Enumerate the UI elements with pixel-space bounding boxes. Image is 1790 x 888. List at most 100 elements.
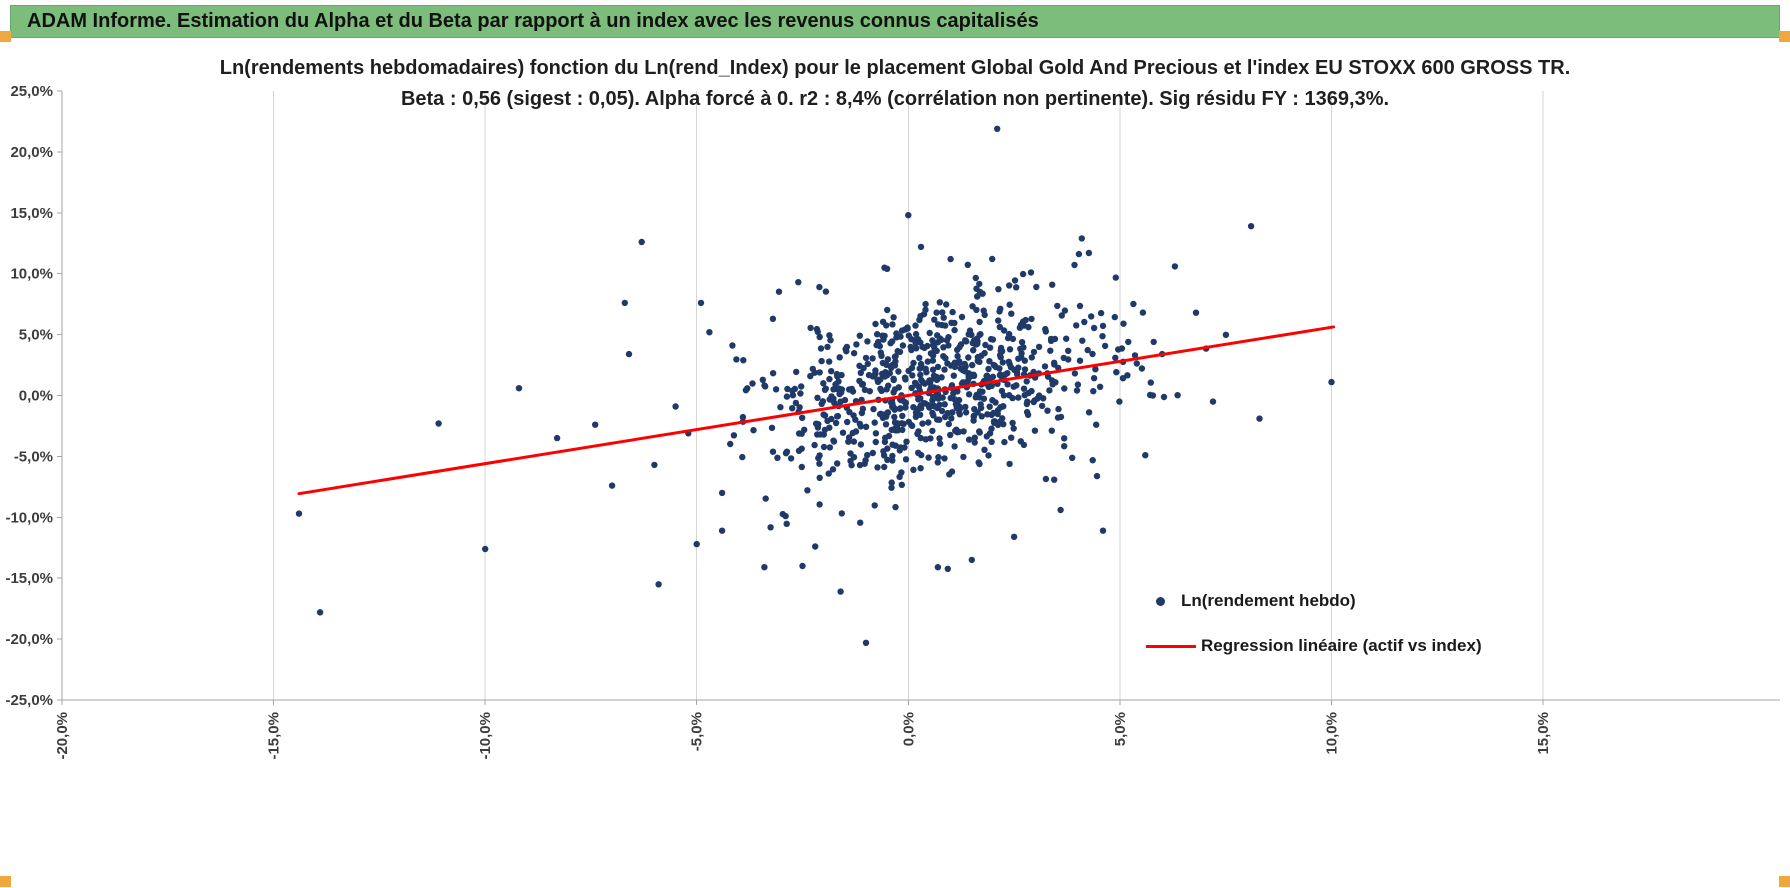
scatter-point bbox=[994, 410, 1001, 418]
report-header-banner: ADAM Informe. Estimation du Alpha et du … bbox=[10, 5, 1780, 38]
scatter-point bbox=[989, 255, 996, 263]
selection-handle-bottom-right[interactable] bbox=[1779, 876, 1790, 887]
scatter-point bbox=[951, 359, 959, 366]
scatter-point bbox=[1006, 392, 1013, 399]
scatter-point bbox=[767, 524, 774, 531]
scatter-point bbox=[1119, 375, 1127, 382]
chart-title-line-1: Ln(rendements hebdomadaires) fonction du… bbox=[219, 57, 1571, 79]
scatter-point bbox=[905, 332, 912, 339]
scatter-point bbox=[836, 354, 843, 361]
selection-handle-top-right[interactable] bbox=[1779, 31, 1790, 42]
scatter-point bbox=[884, 456, 891, 463]
scatter-point bbox=[890, 375, 897, 382]
x-axis-tick-label: 5,0% bbox=[1112, 712, 1129, 746]
scatter-point bbox=[1006, 346, 1014, 353]
scatter-point bbox=[820, 443, 828, 451]
legend-item-regression[interactable]: Regression linéaire (actif vs index) bbox=[1146, 631, 1482, 661]
scatter-point bbox=[772, 386, 780, 393]
scatter-point bbox=[848, 385, 855, 393]
scatter-point bbox=[1030, 348, 1038, 356]
scatter-point bbox=[942, 413, 949, 421]
scatter-point bbox=[902, 456, 910, 463]
scatter-point bbox=[1256, 415, 1263, 422]
scatter-point bbox=[922, 306, 929, 313]
scatter-point bbox=[592, 421, 599, 428]
chart-legend[interactable]: Ln(rendement hebdo) Regression linéaire … bbox=[1146, 586, 1482, 661]
scatter-point bbox=[977, 404, 985, 412]
regression-line bbox=[297, 325, 1336, 496]
scatter-point bbox=[1018, 339, 1026, 346]
scatter-point bbox=[799, 414, 806, 421]
scatter-point bbox=[960, 428, 967, 435]
scatter-point bbox=[796, 404, 803, 411]
scatter-point bbox=[1147, 379, 1155, 386]
scatter-point bbox=[777, 404, 784, 411]
scatter-point bbox=[913, 345, 920, 352]
scatter-point bbox=[976, 394, 983, 401]
x-axis-tick-label: -15,0% bbox=[266, 712, 283, 760]
legend-item-scatter[interactable]: Ln(rendement hebdo) bbox=[1146, 586, 1482, 616]
scatter-point bbox=[936, 435, 943, 442]
scatter-point bbox=[969, 361, 976, 369]
scatter-point bbox=[816, 460, 823, 467]
scatter-point bbox=[750, 427, 757, 434]
scatter-point bbox=[859, 405, 867, 412]
scatter-point bbox=[826, 358, 833, 365]
scatter-point bbox=[1057, 413, 1065, 421]
scatter-point bbox=[926, 329, 933, 337]
scatter-point bbox=[925, 419, 932, 426]
scatter-point bbox=[1010, 425, 1017, 432]
scatter-point bbox=[783, 448, 791, 455]
scatter-point bbox=[872, 430, 880, 437]
scatter-point bbox=[934, 564, 942, 571]
scatter-point bbox=[1075, 250, 1083, 258]
scatter-point bbox=[1038, 402, 1046, 410]
legend-label-regression: Regression linéaire (actif vs index) bbox=[1201, 636, 1482, 655]
scatter-point bbox=[943, 301, 950, 308]
scatter-point bbox=[857, 519, 864, 526]
scatter-point bbox=[1125, 338, 1132, 346]
scatter-point bbox=[956, 343, 963, 351]
scatter-point bbox=[912, 322, 919, 329]
scatter-point bbox=[1010, 533, 1018, 540]
scatter-point bbox=[866, 388, 873, 395]
scatter-point bbox=[929, 352, 937, 359]
scatter-point bbox=[807, 324, 814, 332]
scatter-point bbox=[951, 396, 958, 403]
chart-title: Ln(rendements hebdomadaires) fonction du… bbox=[0, 53, 1790, 115]
scatter-point bbox=[996, 352, 1004, 359]
scatter-point bbox=[1079, 337, 1086, 344]
scatter-point bbox=[1044, 407, 1051, 414]
scatter-point bbox=[882, 421, 890, 428]
scatter-point bbox=[890, 314, 897, 321]
scatter-point bbox=[899, 342, 907, 349]
scatter-point bbox=[915, 428, 922, 435]
scatter-point bbox=[938, 374, 945, 381]
scatter-point bbox=[816, 501, 823, 508]
scatter-point bbox=[880, 452, 888, 459]
scatter-point bbox=[869, 449, 876, 457]
scatter-point bbox=[316, 609, 324, 616]
scatter-point bbox=[797, 390, 804, 397]
scatter-point bbox=[964, 378, 971, 385]
scatter-point bbox=[976, 280, 983, 288]
scatter-point bbox=[1096, 383, 1104, 390]
scatter-point bbox=[1115, 346, 1122, 353]
scatter-point bbox=[1015, 394, 1022, 401]
scatter-point bbox=[908, 384, 915, 392]
scatter-point bbox=[888, 484, 895, 491]
scatter-series bbox=[295, 125, 1335, 646]
scatter-point bbox=[934, 321, 942, 328]
scatter-point bbox=[828, 415, 835, 423]
selection-handle-top-left[interactable] bbox=[0, 31, 11, 42]
scatter-point bbox=[889, 399, 896, 407]
scatter-point bbox=[789, 405, 796, 412]
scatter-point bbox=[793, 368, 800, 376]
scatter-point bbox=[871, 502, 878, 509]
scatter-point bbox=[971, 434, 978, 441]
scatter-point bbox=[783, 520, 790, 527]
scatter-point bbox=[1009, 335, 1017, 343]
selection-handle-bottom-left[interactable] bbox=[0, 876, 11, 887]
scatter-point bbox=[1051, 359, 1058, 366]
